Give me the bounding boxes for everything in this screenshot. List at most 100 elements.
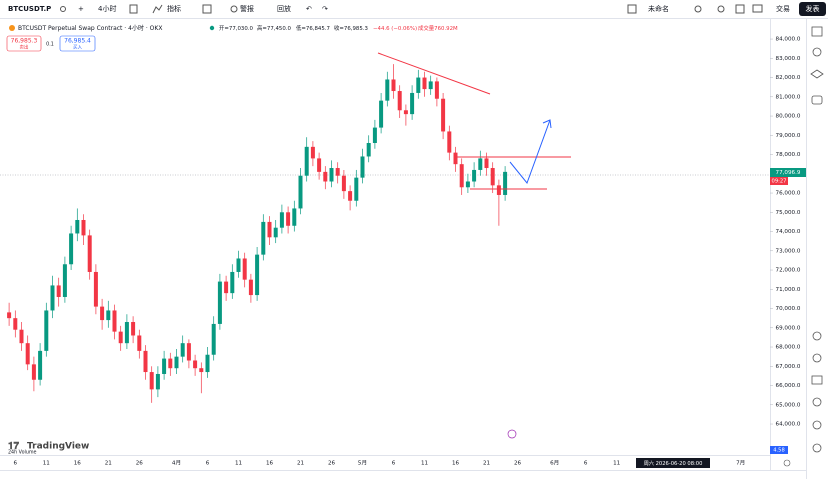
candle-body [391, 79, 396, 92]
candle-body [162, 358, 167, 374]
coin-icon [9, 25, 15, 31]
buy-price[interactable]: 76,985.4 [64, 38, 91, 45]
x-tick-label: 16 [266, 461, 274, 467]
candle-body [298, 175, 303, 209]
candle-body [496, 185, 501, 195]
candle-body [69, 233, 74, 265]
chat-icon[interactable] [811, 95, 823, 105]
order-qty[interactable]: 0.1 [46, 42, 54, 48]
sell-price[interactable]: 76,985.3 [11, 38, 38, 45]
x-tick-label: 7月 [736, 460, 745, 467]
alert-icon[interactable] [230, 5, 238, 13]
layout-icon[interactable] [202, 4, 212, 14]
candle-body [56, 285, 61, 297]
candle-body [155, 373, 160, 390]
candle-body [38, 350, 43, 380]
x-tick-label: 26 [514, 461, 522, 467]
x-tick-label: 26 [328, 461, 336, 467]
candle-body [403, 110, 408, 115]
layers-icon[interactable] [810, 69, 824, 79]
watchlist-icon[interactable] [811, 26, 823, 37]
candle-body [143, 350, 148, 373]
volume-label: 24h Volume [8, 450, 37, 456]
undo[interactable]: ↶ [306, 5, 312, 13]
trend-line[interactable] [377, 52, 491, 95]
calendar-icon[interactable] [811, 375, 823, 385]
x-tick-label: 21 [105, 461, 113, 467]
indicators[interactable]: 指标 [167, 4, 181, 13]
candle-body [286, 212, 291, 226]
candle-body [199, 368, 204, 373]
legend-title: BTCUSDT Perpetual Swap Contract · 4小时 · … [18, 24, 162, 32]
camera-icon[interactable] [752, 4, 763, 13]
axis-settings-icon[interactable] [783, 459, 791, 467]
y-tick-label: 65,000.0 [776, 402, 801, 408]
y-tick-label: 78,000.0 [776, 152, 801, 158]
sidebar-icons [810, 26, 824, 453]
x-tick-label: 4月 [172, 460, 181, 467]
candle-body [472, 169, 477, 182]
trade[interactable]: 交易 [776, 4, 790, 13]
search-icon[interactable] [694, 5, 702, 13]
candle-body [422, 77, 427, 90]
sell-button[interactable] [6, 35, 42, 52]
candle-body [453, 152, 458, 165]
candle-body [441, 98, 446, 132]
y-tick-label: 69,000.0 [776, 325, 801, 331]
publish-button[interactable] [799, 2, 826, 16]
arrow-head[interactable] [542, 119, 552, 129]
replay[interactable]: 回放 [277, 4, 291, 13]
candle-body [217, 281, 222, 324]
y-tick-label: 68,000.0 [776, 345, 801, 351]
settings-icon[interactable] [717, 5, 725, 13]
candle-body [13, 318, 18, 330]
y-tick-label: 84,000.0 [776, 37, 801, 43]
icon[interactable] [60, 6, 66, 12]
interval[interactable]: 4小时 [98, 4, 116, 13]
y-tick-label: 74,000.0 [776, 229, 801, 235]
publish-label[interactable]: 发表 [806, 4, 820, 13]
bell-icon[interactable] [812, 420, 822, 430]
target-icon[interactable] [812, 331, 822, 341]
watermark: TradingView [27, 442, 89, 452]
alerts-icon[interactable] [812, 47, 822, 57]
y-tick-label: 82,000.0 [776, 75, 801, 81]
candle-body [168, 358, 173, 369]
candle-body [230, 271, 235, 294]
indicator-icon[interactable] [152, 4, 163, 14]
layout-box[interactable] [627, 4, 637, 14]
candle-body [19, 329, 24, 344]
projection-arrow[interactable] [509, 119, 551, 185]
alert[interactable]: 警报 [240, 4, 254, 13]
candle-body [267, 221, 272, 238]
candle-body [335, 168, 340, 176]
buy-button[interactable] [59, 35, 96, 52]
fullscreen-icon[interactable] [735, 4, 745, 14]
candle-body [131, 322, 136, 336]
candle-body [124, 322, 129, 344]
candle-body [503, 171, 508, 195]
candle-body [385, 79, 390, 101]
chart-type-icon[interactable] [129, 4, 138, 14]
sell-label[interactable]: 卖出 [20, 44, 29, 51]
y-tick-label: 80,000.0 [776, 114, 801, 120]
candle-body [100, 306, 105, 321]
candle-body [149, 372, 154, 390]
event-icon[interactable] [507, 429, 517, 439]
status-dot [209, 25, 215, 31]
symbol[interactable]: BTCUSDT.P [8, 5, 51, 13]
x-tick-label: 21 [297, 461, 305, 467]
news-icon[interactable] [812, 353, 822, 363]
redo[interactable]: ↷ [322, 5, 328, 13]
help-icon[interactable] [812, 443, 822, 453]
candle-body [279, 212, 284, 228]
x-tick-label: 11 [421, 461, 429, 467]
candle-body [484, 158, 489, 169]
layout-name[interactable]: 未命名 [648, 4, 669, 13]
candle-body [416, 77, 421, 93]
buy-label[interactable]: 买入 [73, 44, 82, 51]
candle-body [397, 91, 402, 111]
plus-icon[interactable]: + [78, 5, 84, 13]
legend-close: 收=76,985.3 [334, 24, 368, 32]
ideas-icon[interactable] [812, 397, 822, 407]
